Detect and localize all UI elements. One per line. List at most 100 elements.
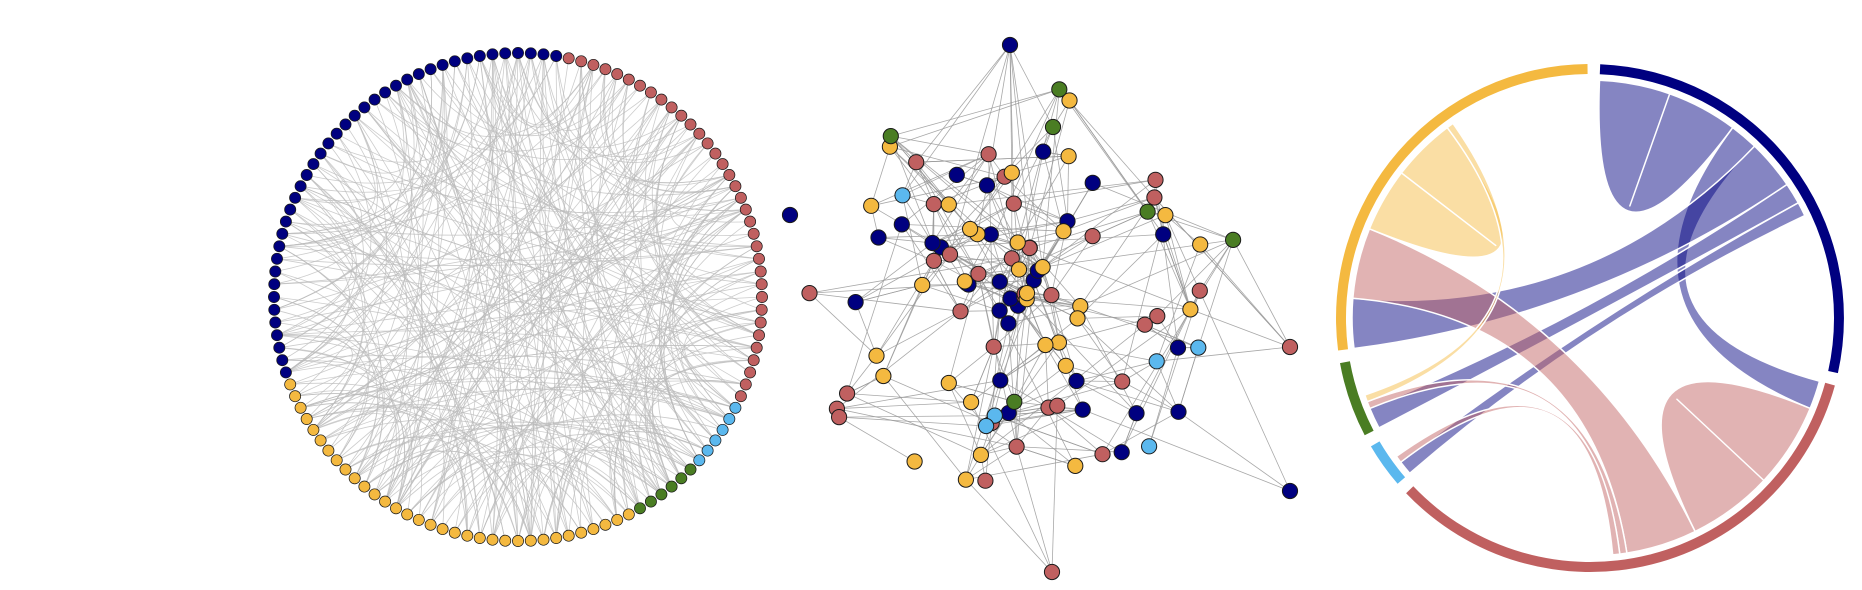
circular-edge xyxy=(555,55,641,509)
circular-node-navy xyxy=(268,291,280,303)
circular-edge xyxy=(555,209,747,539)
force-edge xyxy=(1016,446,1076,467)
circular-node-red xyxy=(562,52,575,65)
circular-node-navy xyxy=(537,48,550,61)
circular-node-navy xyxy=(273,341,286,354)
force-node-navy xyxy=(1074,401,1091,418)
force-edge xyxy=(1157,239,1234,317)
force-node-yellow xyxy=(1009,234,1026,251)
force-directed-panel xyxy=(781,36,1299,581)
force-edge xyxy=(1013,299,1028,402)
force-edge xyxy=(1058,89,1155,198)
circular-node-navy xyxy=(358,101,371,114)
force-edge xyxy=(1232,239,1291,348)
circular-node-yellow xyxy=(599,518,612,531)
force-edge xyxy=(889,146,935,205)
circular-node-red xyxy=(693,127,706,140)
circular-node-navy xyxy=(284,203,297,216)
circular-edge xyxy=(279,68,606,247)
force-edge xyxy=(846,224,903,394)
circular-edge xyxy=(364,450,532,541)
force-node-yellow xyxy=(1060,148,1077,165)
circular-edge xyxy=(568,271,761,536)
circular-edge xyxy=(613,359,754,520)
circular-edge xyxy=(300,376,736,409)
circular-edge xyxy=(275,209,746,323)
force-node-red xyxy=(925,196,942,213)
circular-node-navy xyxy=(271,329,283,342)
circular-edge xyxy=(313,163,481,539)
circular-node-navy xyxy=(273,240,286,253)
force-edge xyxy=(1065,365,1123,382)
force-node-green xyxy=(1051,81,1068,98)
force-edge xyxy=(1165,214,1291,492)
circular-edge xyxy=(336,133,493,540)
force-node-yellow xyxy=(1182,301,1199,318)
force-node-red xyxy=(985,338,1002,355)
force-node-navy xyxy=(948,166,965,183)
force-node-lightblue xyxy=(1141,438,1158,455)
force-edge xyxy=(1122,381,1179,413)
circular-edge xyxy=(306,174,570,536)
circular-node-navy xyxy=(268,278,281,291)
circular-edge xyxy=(285,271,761,373)
force-edge xyxy=(922,284,1000,311)
force-edge xyxy=(933,260,961,312)
force-edge xyxy=(1155,179,1179,348)
force-edge xyxy=(1076,380,1179,413)
circular-edge xyxy=(320,419,641,509)
force-edge xyxy=(991,310,1000,424)
circular-edge xyxy=(276,55,481,260)
circular-edge xyxy=(492,424,716,540)
force-edge xyxy=(1016,446,1053,573)
circular-edge xyxy=(604,69,762,311)
force-edge xyxy=(1058,342,1157,362)
circular-node-navy xyxy=(330,127,343,140)
circular-edge xyxy=(611,74,730,186)
circular-edge xyxy=(466,209,747,536)
circular-edge xyxy=(282,233,618,521)
circular-edge xyxy=(306,64,444,420)
force-node-navy xyxy=(1155,226,1172,243)
circular-node-yellow xyxy=(473,532,486,544)
force-node-navy xyxy=(1068,372,1085,390)
force-node-red xyxy=(1136,316,1153,333)
circular-node-red xyxy=(675,109,688,122)
force-node-yellow xyxy=(1050,334,1068,351)
force-node-yellow xyxy=(972,446,990,463)
force-node-red xyxy=(1049,397,1066,414)
force-edge xyxy=(1004,176,1064,232)
circular-node-red xyxy=(739,378,752,391)
circular-edge xyxy=(313,52,519,431)
circular-edge xyxy=(276,271,761,336)
circular-node-navy xyxy=(524,47,537,60)
chord-ribbon-navy-green xyxy=(1368,183,1800,429)
circular-edge xyxy=(354,115,408,495)
force-node-navy xyxy=(924,234,941,252)
force-node-green xyxy=(1006,393,1023,410)
circular-node-green xyxy=(644,495,657,508)
circular-edge xyxy=(644,221,751,495)
force-edge xyxy=(1042,89,1060,268)
circular-edge xyxy=(273,296,378,479)
force-node-lightblue xyxy=(894,187,911,204)
circular-nodes xyxy=(268,47,768,547)
circular-node-navy xyxy=(461,52,474,65)
circular-node-green xyxy=(665,480,678,493)
circular-node-red xyxy=(753,252,765,265)
circular-edge xyxy=(442,463,606,530)
force-edge xyxy=(889,89,1060,148)
force-edge xyxy=(969,176,1005,230)
force-edge xyxy=(1156,361,1179,412)
circular-edge xyxy=(672,197,742,431)
circular-node-green xyxy=(634,502,646,515)
circular-edge xyxy=(364,423,700,487)
circular-edge xyxy=(430,53,532,525)
circular-node-navy xyxy=(276,227,289,240)
circular-node-navy xyxy=(390,79,402,92)
force-node-navy xyxy=(870,229,887,246)
force-edge xyxy=(1008,323,1017,447)
circular-edge xyxy=(600,69,700,161)
circular-node-navy xyxy=(368,93,381,106)
